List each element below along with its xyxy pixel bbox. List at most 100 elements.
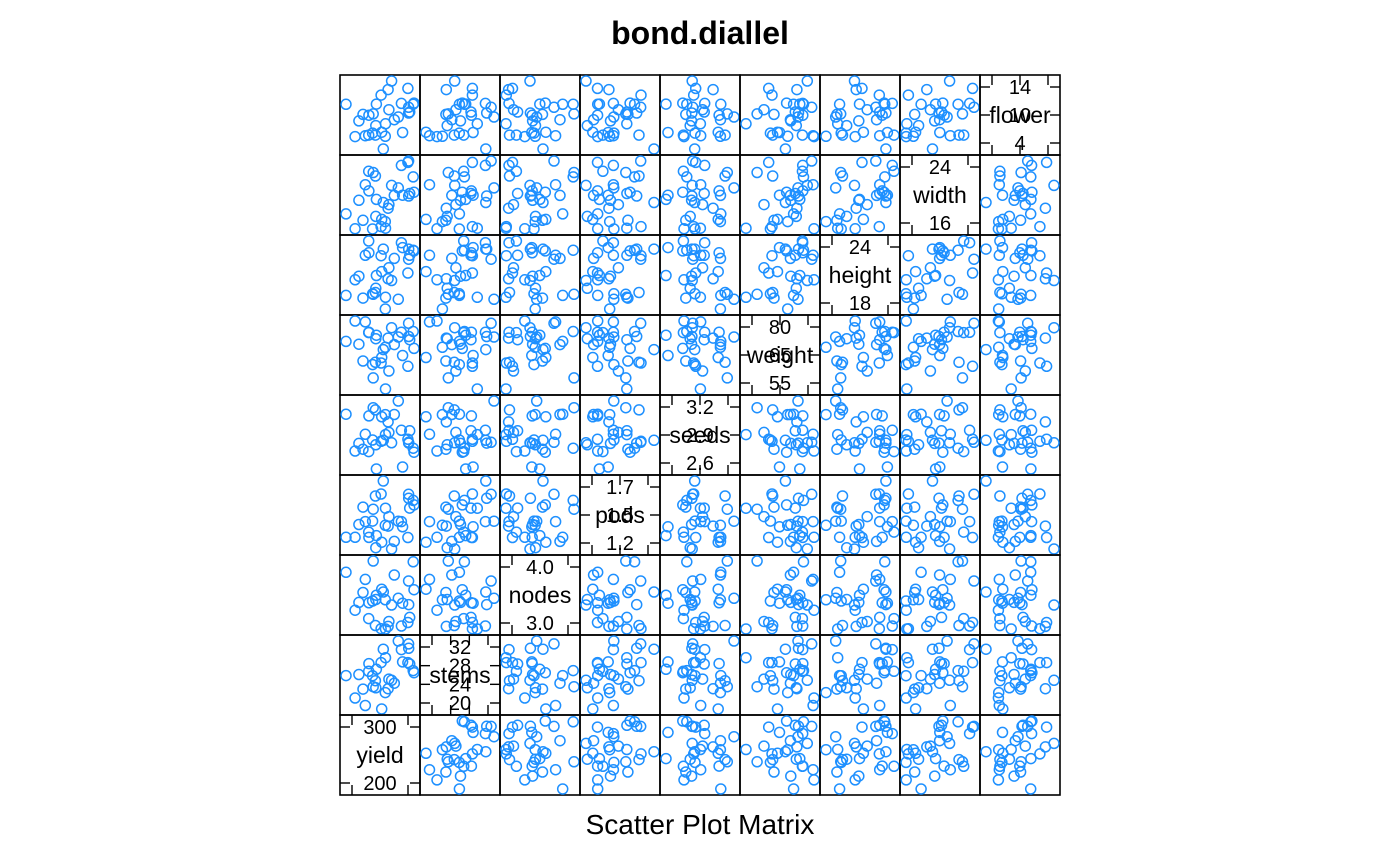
point-yield-vs-flower-26 <box>1025 752 1037 765</box>
point-seeds-vs-flower-27 <box>1039 416 1052 428</box>
point-stems-vs-width-21 <box>926 643 939 655</box>
point-pods-vs-width-24 <box>938 531 950 544</box>
point-nodes-vs-pods-22 <box>622 586 634 599</box>
point-width-vs-flower-16 <box>1008 194 1020 207</box>
variable-label-flower: flower <box>989 102 1051 128</box>
point-seeds-vs-height-11 <box>840 439 853 451</box>
point-weight-vs-nodes-17 <box>529 341 541 354</box>
point-seeds-vs-pods-12 <box>621 425 633 437</box>
panel-seeds-vs-pods <box>579 394 661 476</box>
point-height-vs-yield-25 <box>379 291 392 304</box>
point-stems-vs-yield-5 <box>369 674 382 687</box>
point-width-vs-seeds-25 <box>694 222 707 234</box>
point-stems-vs-weight-1 <box>766 656 778 669</box>
point-yield-vs-width-4 <box>943 737 956 750</box>
point-pods-vs-flower-25 <box>1005 502 1017 514</box>
point-yield-vs-stems-6 <box>420 747 432 760</box>
point-pods-vs-seeds-21 <box>688 475 701 487</box>
point-nodes-vs-height-20 <box>886 620 899 632</box>
point-nodes-vs-seeds-22 <box>680 586 692 599</box>
point-width-vs-weight-27 <box>791 202 803 214</box>
point-yield-vs-height-16 <box>853 770 865 782</box>
point-pods-vs-nodes-7 <box>567 494 579 507</box>
point-yield-vs-seeds-24 <box>713 760 725 772</box>
point-height-vs-nodes-29 <box>556 289 569 302</box>
point-yield-vs-width-28 <box>968 720 980 733</box>
point-height-vs-weight-21 <box>779 243 792 255</box>
point-nodes-vs-weight-22 <box>768 586 780 599</box>
point-seeds-vs-pods-19 <box>591 433 604 446</box>
point-pods-vs-nodes-4 <box>524 543 536 555</box>
tick-label-stems-2: 28 <box>449 656 471 678</box>
point-height-vs-nodes-21 <box>537 243 549 255</box>
point-pods-vs-stems-26 <box>459 529 472 542</box>
point-yield-vs-stems-5 <box>448 753 461 766</box>
point-width-vs-seeds-10 <box>728 182 740 194</box>
point-nodes-vs-height-26 <box>853 589 866 601</box>
point-pods-vs-flower-29 <box>1024 531 1037 544</box>
point-seeds-vs-flower-28 <box>1021 436 1034 449</box>
point-stems-vs-pods-20 <box>607 643 620 656</box>
point-pods-vs-height-19 <box>856 531 868 544</box>
point-seeds-vs-weight-26 <box>794 463 806 475</box>
point-nodes-vs-yield-27 <box>382 620 394 633</box>
point-flower-vs-nodes-24 <box>526 109 538 121</box>
point-pods-vs-weight-12 <box>789 502 802 514</box>
point-height-vs-width-28 <box>968 253 980 265</box>
point-seeds-vs-yield-25 <box>379 428 392 441</box>
point-yield-vs-stems-13 <box>467 726 479 739</box>
point-seeds-vs-yield-12 <box>403 425 416 437</box>
tick-label-seeds-0: 2.6 <box>686 453 714 475</box>
point-seeds-vs-nodes-21 <box>537 434 549 447</box>
point-pods-vs-seeds-17 <box>714 519 727 532</box>
point-nodes-vs-flower-29 <box>1024 566 1037 579</box>
point-flower-vs-stems-4 <box>448 75 461 87</box>
point-yield-vs-height-29 <box>833 783 846 795</box>
point-flower-vs-seeds-26 <box>660 98 672 110</box>
point-stems-vs-yield-14 <box>362 665 375 678</box>
point-width-vs-nodes-24 <box>526 185 538 197</box>
point-seeds-vs-weight-22 <box>768 443 780 455</box>
point-pods-vs-nodes-24 <box>526 531 538 544</box>
point-weight-vs-seeds-21 <box>688 343 701 356</box>
point-seeds-vs-weight-11 <box>790 439 803 451</box>
point-pods-vs-seeds-4 <box>686 543 698 555</box>
point-nodes-vs-weight-29 <box>787 566 800 579</box>
point-weight-vs-seeds-28 <box>686 317 699 330</box>
point-stems-vs-weight-3 <box>807 699 819 712</box>
point-flower-vs-nodes-14 <box>510 129 523 141</box>
point-stems-vs-width-9 <box>933 642 945 655</box>
point-height-vs-seeds-2 <box>714 252 727 265</box>
point-width-vs-nodes-20 <box>503 159 515 172</box>
point-width-vs-pods-24 <box>591 185 604 197</box>
point-weight-vs-flower-1 <box>1034 357 1046 369</box>
point-width-vs-stems-27 <box>440 202 453 214</box>
point-seeds-vs-yield-13 <box>396 461 409 473</box>
point-height-vs-seeds-13 <box>662 241 674 254</box>
point-pods-vs-height-27 <box>850 520 862 532</box>
point-flower-vs-yield-9 <box>402 107 415 119</box>
point-yield-vs-weight-20 <box>796 727 809 740</box>
point-stems-vs-nodes-27 <box>502 682 515 695</box>
point-flower-vs-height-28 <box>870 101 882 114</box>
point-height-vs-pods-3 <box>607 249 620 262</box>
point-yield-vs-height-25 <box>831 743 844 756</box>
point-yield-vs-width-24 <box>938 760 950 772</box>
point-pods-vs-seeds-28 <box>686 488 699 501</box>
point-seeds-vs-stems-23 <box>431 445 443 457</box>
point-weight-vs-height-25 <box>831 383 844 395</box>
point-height-vs-nodes-8 <box>539 245 552 257</box>
point-seeds-vs-pods-9 <box>630 437 643 449</box>
point-width-vs-flower-23 <box>992 223 1005 235</box>
point-pods-vs-flower-28 <box>1021 488 1034 501</box>
point-flower-vs-width-25 <box>901 118 913 130</box>
point-seeds-vs-nodes-5 <box>503 404 516 416</box>
point-height-vs-width-12 <box>935 249 948 262</box>
panel-pods-vs-height <box>819 474 901 556</box>
point-width-vs-height-28 <box>870 155 882 167</box>
point-width-vs-pods-26 <box>593 193 606 206</box>
point-flower-vs-weight-0 <box>764 127 777 139</box>
point-height-vs-nodes-15 <box>507 262 520 274</box>
point-stems-vs-nodes-17 <box>529 686 541 699</box>
point-seeds-vs-flower-2 <box>1009 408 1022 421</box>
